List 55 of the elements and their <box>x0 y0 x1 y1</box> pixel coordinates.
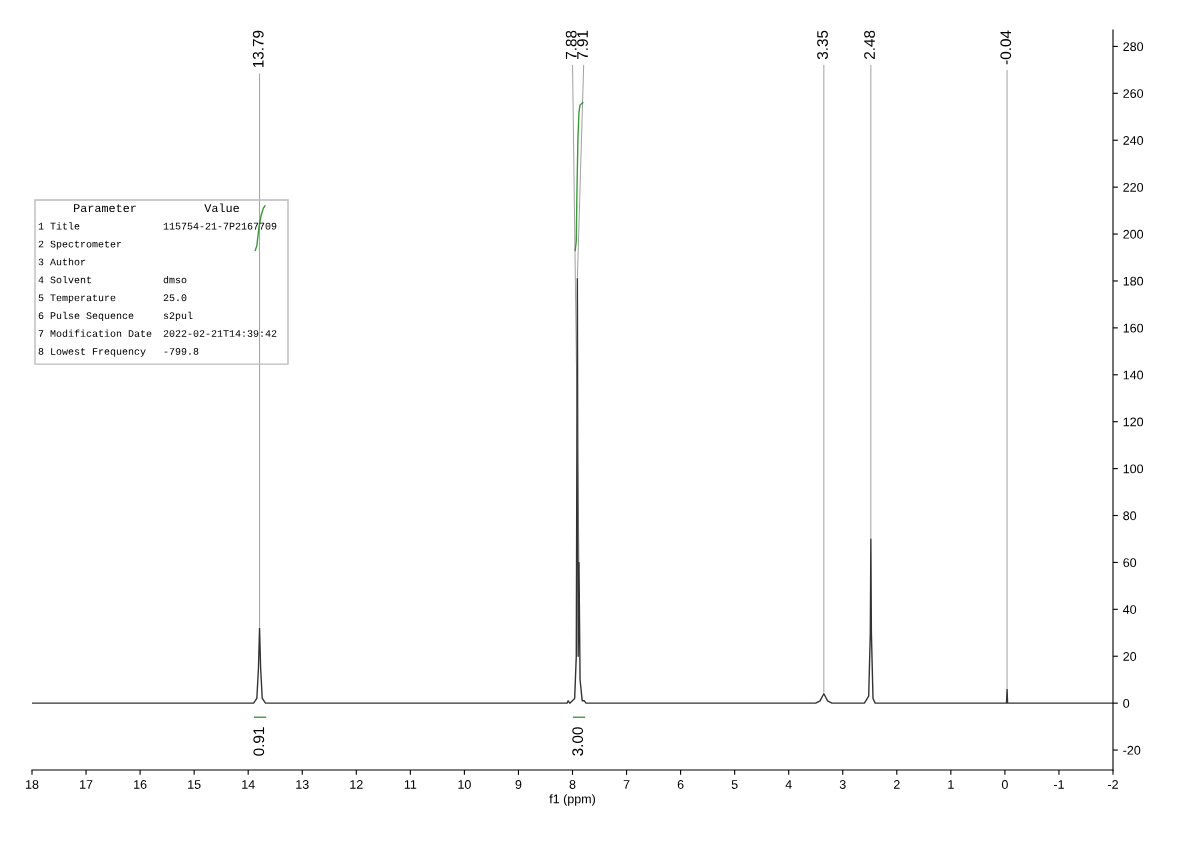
y-tick-label: 140 <box>1123 370 1144 380</box>
annotation: 13.79 <box>252 30 264 68</box>
x-tick-label: 12 <box>350 780 363 789</box>
text: 8 Lowest Frequency -799.8 <box>38 348 199 357</box>
x-tick-label: 7 <box>623 780 630 789</box>
x-tick-label: -2 <box>1108 780 1118 789</box>
text: 6 Pulse Sequence s2pul <box>38 311 193 322</box>
annotation: 7.88 <box>565 30 577 59</box>
y-tick-label: 260 <box>1123 89 1144 98</box>
x-tick-label: 4 <box>785 780 792 789</box>
x-tick-label: 10 <box>458 780 471 789</box>
y-tick-label: 20 <box>1123 652 1137 661</box>
annotation: 3.00 <box>572 727 584 756</box>
text: 7 Modification Date 2022-02-21T14:39:42 <box>38 329 277 337</box>
annotation: 2.48 <box>864 30 875 59</box>
x-tick-label: 18 <box>26 780 39 789</box>
text: 4 Solvent dmso <box>38 275 187 284</box>
y-tick-label: 200 <box>1123 229 1144 239</box>
y-tick-label: 220 <box>1123 182 1144 192</box>
y-tick-label: 120 <box>1123 417 1144 427</box>
annotation: 2 Spectrometer <box>38 240 122 250</box>
annotation: -0.04 <box>1000 30 1012 65</box>
text: 5 Temperature 25.0 <box>38 294 187 304</box>
annotation: 7.91 <box>577 30 588 59</box>
x-tick-label: 6 <box>677 780 684 789</box>
y-tick-label: 80 <box>1123 511 1137 521</box>
x-tick-label: 5 <box>731 780 738 789</box>
text: Parameter Value <box>74 203 239 213</box>
x-tick-label: 9 <box>515 780 522 789</box>
y-tick-label: 240 <box>1123 136 1144 145</box>
x-tick-label: 14 <box>242 780 255 789</box>
y-tick-label: 180 <box>1123 276 1144 286</box>
x-axis-title: f1 (ppm) <box>549 794 595 806</box>
line-series <box>32 277 1113 704</box>
y-tick-label: 0 <box>1123 698 1130 708</box>
x-tick-label: 8 <box>569 780 576 789</box>
y-tick-label: 100 <box>1123 464 1144 474</box>
annotation: 0.91 <box>253 727 265 756</box>
x-tick-label: 15 <box>188 780 201 789</box>
annotation: 3.35 <box>817 30 828 60</box>
y-tick-label: 60 <box>1123 558 1137 568</box>
x-tick-label: -1 <box>1053 780 1064 789</box>
y-tick-label: 280 <box>1123 42 1144 52</box>
annotation: 3 Author <box>38 257 86 266</box>
y-tick-label: -20 <box>1123 745 1141 755</box>
x-tick-label: 2 <box>893 780 900 789</box>
x-tick-label: 16 <box>134 780 147 789</box>
x-tick-label: 11 <box>404 780 417 789</box>
x-tick-label: 0 <box>1001 780 1008 789</box>
x-tick-label: 17 <box>80 780 93 789</box>
x-tick-label: 1 <box>948 780 954 789</box>
y-tick-label: 40 <box>1123 605 1137 614</box>
x-tick-label: 13 <box>296 780 309 789</box>
y-tick-label: 160 <box>1123 323 1144 333</box>
x-tick-label: 3 <box>839 780 846 789</box>
